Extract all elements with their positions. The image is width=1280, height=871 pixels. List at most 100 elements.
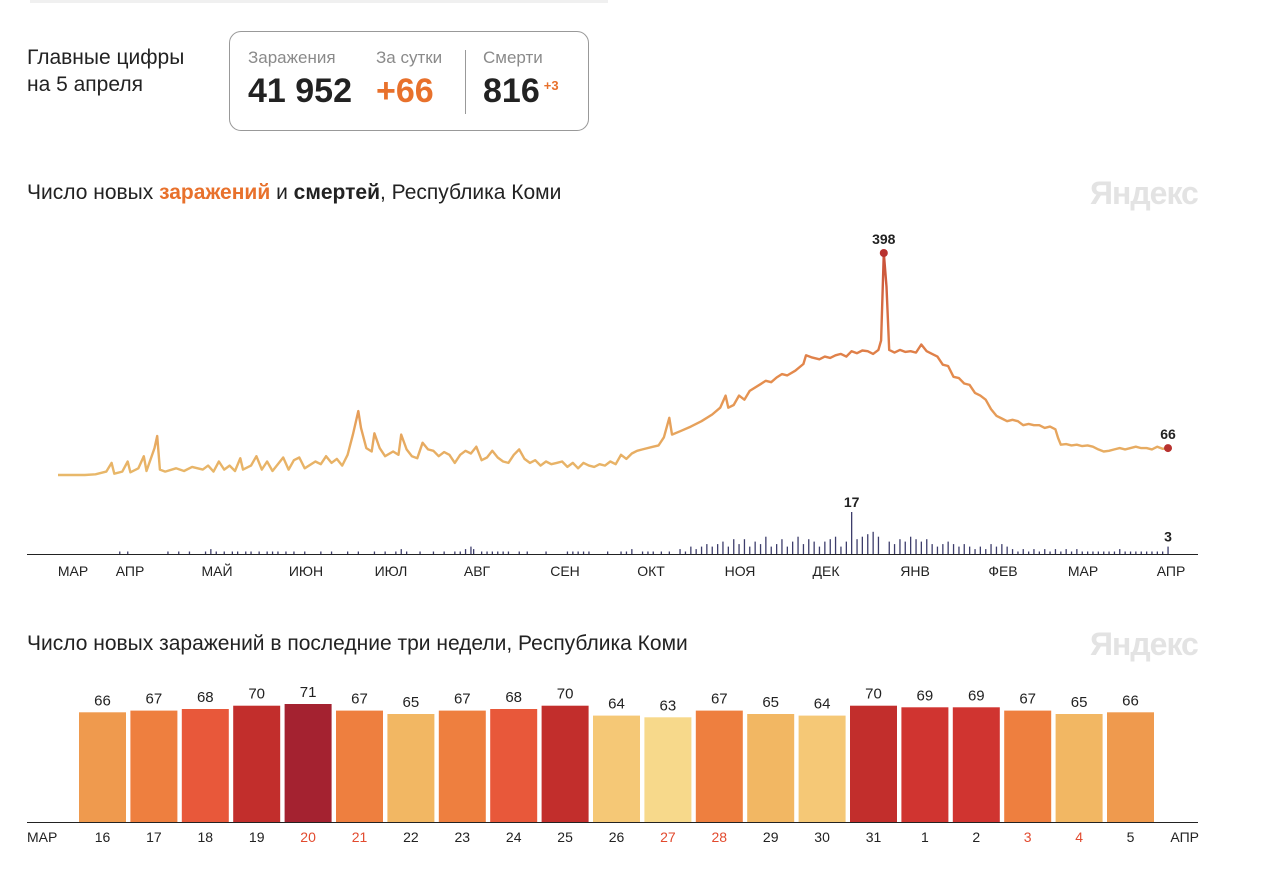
deaths-bar [1011, 549, 1014, 554]
deaths-bar [942, 544, 944, 554]
deaths-bar [872, 531, 874, 554]
top-divider [30, 0, 608, 3]
recent-bar [798, 715, 846, 822]
recent-bar [130, 710, 178, 822]
deaths-bar [963, 544, 965, 554]
deaths-bar [1087, 551, 1089, 554]
chart1-title-prefix: Число новых [27, 181, 160, 204]
deaths-bar [277, 551, 279, 554]
stat-daily: За сутки +66 [376, 48, 442, 111]
chart1-x-tick-label: АПР [1157, 563, 1186, 579]
deaths-bar [722, 541, 724, 554]
chart2-end-month: АПР [1170, 829, 1199, 845]
recent-bar-category: 1 [921, 829, 929, 845]
recent-bar-category: 4 [1075, 829, 1083, 845]
chart1-x-tick-label: МАР [1068, 563, 1098, 579]
recent-bar-category: 18 [198, 829, 214, 845]
deaths-bar [813, 541, 815, 554]
chart1-x-tick-label: ИЮЛ [375, 563, 408, 579]
recent-bar-category: 25 [557, 829, 573, 845]
deaths-bar [395, 551, 397, 554]
deaths-bar [566, 551, 569, 554]
chart2-title: Число новых заражений в последние три не… [27, 632, 688, 655]
recent-bar-value: 70 [865, 686, 882, 703]
summary-card: Заражения 41 952 За сутки +66 Смерти 816… [229, 31, 589, 131]
recent-bar-value: 68 [505, 689, 522, 706]
deaths-bar [974, 549, 976, 554]
deaths-bar [717, 544, 719, 554]
deaths-bar [1092, 551, 1094, 554]
deaths-bar [188, 551, 191, 554]
recent-bar-value: 69 [917, 687, 934, 704]
deaths-bar [776, 544, 778, 554]
recent-bar [952, 707, 1000, 822]
chart1-title-deaths: смертей [293, 181, 380, 204]
stat-divider [465, 50, 466, 114]
recent-bar-category: 17 [146, 829, 162, 845]
deaths-bar [1076, 549, 1078, 554]
recent-bar-value: 67 [454, 691, 471, 708]
deaths-bar [1006, 546, 1008, 554]
deaths-bar [684, 551, 687, 554]
deaths-bar [210, 549, 212, 554]
deaths-bar [899, 539, 901, 554]
deaths-bar [668, 551, 670, 554]
recent-bar-value: 67 [711, 691, 728, 708]
deaths-bar [572, 551, 574, 554]
deaths-bar [545, 551, 547, 554]
deaths-bar [754, 541, 756, 554]
deaths-bar [304, 551, 306, 554]
deaths-bar [1022, 549, 1024, 554]
deaths-bar [204, 551, 207, 554]
deaths-bar [1151, 551, 1153, 554]
recent-bar-value: 64 [814, 696, 831, 713]
deaths-bar [759, 544, 762, 554]
infections-last-label: 66 [1160, 426, 1176, 442]
deaths-bar [1060, 551, 1062, 554]
deaths-bar [266, 551, 268, 554]
deaths-bar [419, 551, 421, 554]
deaths-bar [491, 551, 493, 554]
recent-bar-category: 2 [972, 829, 980, 845]
deaths-bar [400, 549, 402, 554]
deaths-bar [861, 536, 863, 554]
deaths-bar [1167, 546, 1169, 554]
recent-bar [541, 705, 589, 822]
deaths-bar [497, 551, 499, 554]
deaths-peak-label: 17 [844, 494, 860, 510]
deaths-bar [486, 551, 488, 554]
deaths-bar [464, 549, 467, 554]
deaths-bar [357, 551, 359, 554]
deaths-bar [738, 544, 740, 554]
deaths-bar [931, 544, 933, 554]
deaths-bar [679, 549, 681, 554]
chart1-x-tick-label: ИЮН [289, 563, 323, 579]
deaths-bar [285, 551, 287, 554]
deaths-bar [518, 551, 520, 554]
deaths-bar [952, 544, 955, 554]
deaths-bar [733, 539, 735, 554]
recent-bar [901, 707, 949, 822]
recent-bar [1055, 714, 1103, 822]
deaths-bar [178, 551, 180, 554]
deaths-bar [127, 551, 129, 554]
chart1-x-tick-label: АВГ [464, 563, 491, 579]
deaths-bar [979, 546, 981, 554]
deaths-bar [1113, 551, 1116, 554]
chart1-x-tick-label: ОКТ [637, 563, 665, 579]
deaths-bar [910, 536, 912, 554]
deaths-bar [749, 546, 751, 554]
deaths-bar [829, 539, 831, 554]
deaths-bar [1097, 551, 1099, 554]
deaths-bar [473, 549, 475, 554]
recent-bar-category: 27 [660, 829, 676, 845]
deaths-bar [802, 544, 805, 554]
deaths-bar [1065, 549, 1067, 554]
infections-peak-label: 398 [872, 231, 896, 247]
stat-infections-value: 41 952 [248, 72, 352, 110]
infections-last-marker [1164, 444, 1172, 453]
recent-bar-category: 31 [866, 829, 882, 845]
infections-line [58, 251, 1169, 477]
recent-bar [1107, 712, 1154, 822]
deaths-bar [293, 551, 295, 554]
